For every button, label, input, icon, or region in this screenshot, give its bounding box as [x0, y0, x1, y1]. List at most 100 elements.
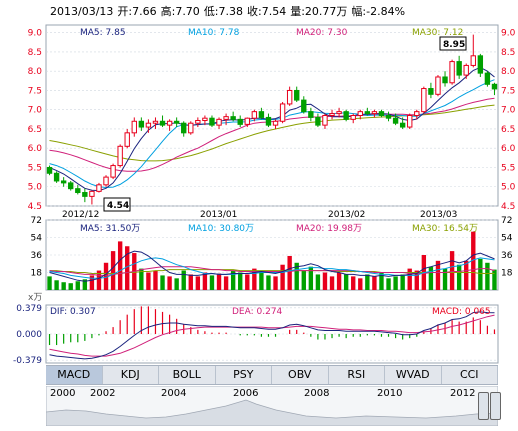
- tab-cci[interactable]: CCI: [442, 366, 498, 384]
- candle-down: [53, 172, 60, 182]
- tab-obv[interactable]: OBV: [272, 366, 329, 384]
- price-tick-label-right: 7.0: [501, 106, 516, 116]
- price-tick-label-left: 4.5: [28, 202, 42, 212]
- macd-legend-dea: DEA: 0.274: [232, 307, 283, 317]
- candle-up: [223, 116, 229, 120]
- volume-bar-up: [414, 270, 419, 290]
- volume-bar-up: [188, 274, 193, 290]
- candle-down: [237, 118, 243, 125]
- volume-bar-up: [329, 276, 335, 290]
- price-tick-label-left: 5.0: [28, 183, 43, 193]
- candle-up: [145, 122, 152, 128]
- candle-up: [202, 117, 208, 122]
- tab-wvad[interactable]: WVAD: [385, 366, 442, 384]
- candle-up: [357, 111, 363, 116]
- volume-bar-down: [492, 269, 497, 290]
- volume-bar-down: [230, 270, 236, 290]
- volume-bar-down: [160, 275, 165, 290]
- volume-bar-up: [336, 272, 342, 290]
- candle-down: [159, 120, 166, 126]
- navigator-handle-left[interactable]: [478, 392, 489, 420]
- volume-bar-up: [322, 272, 328, 290]
- volume-bar-down: [174, 278, 179, 290]
- price-tick-label-right: 5.5: [501, 163, 515, 173]
- candle-up: [251, 111, 258, 119]
- tab-rsi[interactable]: RSI: [329, 366, 385, 384]
- price-tick-label-right: 9.0: [501, 29, 516, 39]
- candle-down: [399, 122, 406, 128]
- tab-boll[interactable]: BOLL: [159, 366, 216, 384]
- price-panel: [45, 24, 499, 207]
- candle-down: [258, 111, 265, 118]
- volume-bar-up: [146, 272, 151, 290]
- tab-macd[interactable]: MACD: [46, 366, 103, 384]
- candle-down: [392, 117, 399, 124]
- macd-tick-label: 0.000: [16, 330, 42, 340]
- candle-down: [46, 166, 53, 174]
- volume-bar-down: [456, 264, 462, 290]
- volume-bar-down: [308, 266, 314, 290]
- candle-down: [343, 111, 349, 120]
- candle-up: [470, 55, 476, 66]
- price-tick-label-left: 7.0: [28, 106, 43, 116]
- candle-up: [279, 103, 286, 122]
- candle-up: [272, 120, 279, 126]
- candle-up: [286, 89, 293, 105]
- candle-up: [407, 115, 413, 128]
- candle-up: [195, 120, 201, 124]
- candle-down: [75, 188, 81, 194]
- volume-bar-down: [75, 281, 80, 290]
- quote-high: 高:7.70: [160, 5, 200, 18]
- volume-bar-down: [379, 272, 384, 290]
- volume-bar-down: [54, 280, 59, 290]
- macd-tick-label: -0.379: [13, 356, 42, 366]
- volume-ma5-line: [49, 250, 495, 282]
- volume-bar-down: [238, 272, 243, 290]
- price-candles: [46, 34, 498, 205]
- tab-kdj[interactable]: KDJ: [103, 366, 159, 384]
- volume-bar-down: [485, 262, 490, 290]
- candle-down: [456, 61, 462, 76]
- volume-bar-up: [202, 272, 208, 290]
- volume-bar-up: [245, 274, 250, 290]
- x-tick-label: 2013/02: [328, 210, 365, 220]
- quote-volume: 量:20.77万: [290, 5, 348, 18]
- candle-up: [449, 61, 455, 84]
- volume-bar-up: [195, 276, 201, 290]
- navigator-year: 2000: [50, 388, 76, 399]
- price-tick-label-left: 9.0: [28, 29, 43, 39]
- candle-down: [385, 115, 392, 119]
- volume-bar-up: [125, 246, 130, 290]
- volume-bar-up: [252, 268, 257, 290]
- volume-tick-label-left: 18: [31, 269, 43, 279]
- price-legend-ma20: MA20: 7.30: [296, 28, 348, 38]
- candle-down: [209, 117, 215, 126]
- volume-bar-down: [315, 274, 321, 290]
- tab-psy[interactable]: PSY: [216, 366, 272, 384]
- volume-bar-up: [471, 231, 476, 290]
- candle-down: [265, 116, 272, 126]
- candle-down: [173, 120, 180, 124]
- candle-up: [103, 176, 109, 186]
- price-tick-label-right: 6.0: [501, 144, 516, 154]
- volume-tick-label-right: 36: [501, 251, 513, 261]
- volume-tick-label-left: 54: [31, 234, 43, 244]
- volume-bar-up: [96, 270, 102, 290]
- candle-up: [89, 190, 95, 197]
- timeline-navigator[interactable]: 2000 2002 2004 2006 2008 2010 2012: [46, 386, 498, 426]
- navigator-handle-right[interactable]: [490, 392, 501, 420]
- price-legend-ma5: MA5: 7.85: [80, 28, 126, 38]
- price-tick-label-right: 8.5: [501, 48, 515, 58]
- volume-bar-down: [209, 275, 215, 290]
- volume-bar-down: [386, 278, 391, 290]
- macd-legend-dif: DIF: 0.307: [50, 307, 96, 317]
- quote-open: 开:7.66: [117, 5, 157, 18]
- volume-bar-down: [82, 279, 88, 290]
- candle-down: [442, 76, 448, 84]
- volume-bar-down: [400, 274, 405, 290]
- quote-date: 2013/03/13: [50, 5, 114, 18]
- navigator-year: 2008: [304, 388, 330, 399]
- volume-bar-up: [287, 255, 292, 290]
- candle-down: [315, 116, 321, 126]
